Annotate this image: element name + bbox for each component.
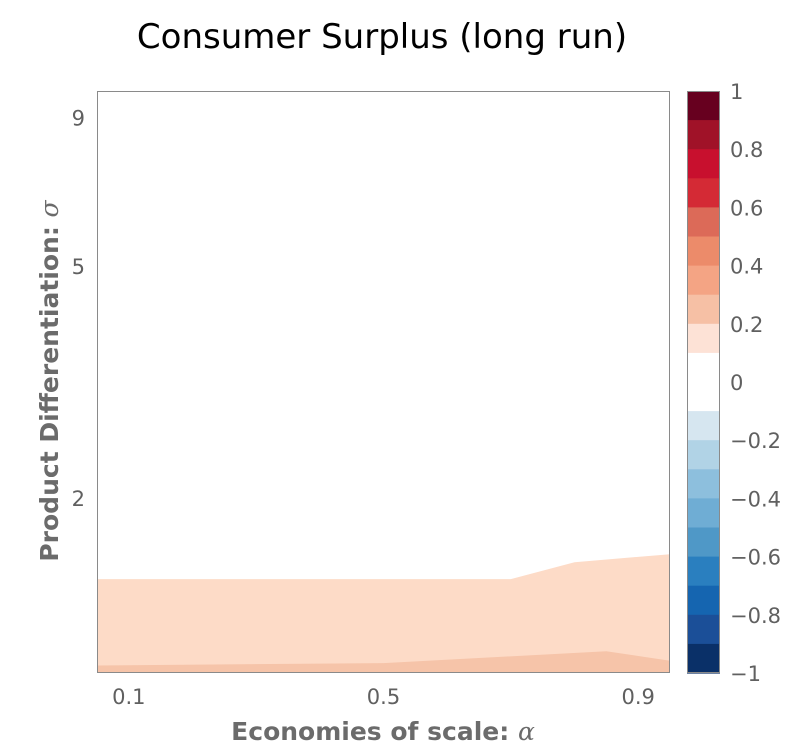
colorbar-swatch bbox=[687, 585, 720, 616]
colorbar-tick-label: −1 bbox=[730, 662, 761, 686]
colorbar-swatch bbox=[687, 120, 720, 150]
x-axis-label: Economies of scale: α bbox=[231, 717, 535, 746]
colorbar-swatch bbox=[687, 527, 720, 558]
colorbar-swatch bbox=[687, 149, 720, 179]
colorbar-swatch bbox=[687, 323, 720, 354]
colorbar-swatch bbox=[687, 643, 720, 674]
colorbar-frame bbox=[687, 91, 720, 673]
colorbar-tick-label: −0.2 bbox=[730, 429, 781, 453]
contour-region-1 bbox=[97, 651, 670, 673]
colorbar-tick-label: 0 bbox=[730, 371, 743, 395]
colorbar-swatch bbox=[687, 236, 720, 267]
colorbar-swatch bbox=[687, 352, 720, 383]
plot-frame bbox=[97, 91, 670, 673]
chart-title: Consumer Surplus (long run) bbox=[137, 17, 627, 57]
colorbar-swatch bbox=[687, 382, 720, 412]
colorbar-tick-label: 0.6 bbox=[730, 196, 763, 220]
x-tick-label: 0.1 bbox=[112, 685, 145, 709]
colorbar-swatch bbox=[687, 556, 720, 587]
x-tick-label: 0.9 bbox=[621, 685, 654, 709]
colorbar-swatch bbox=[687, 440, 720, 470]
plot-area: 0.1 0.5 0.9 2 5 9 bbox=[72, 91, 670, 709]
colorbar-swatch bbox=[687, 178, 720, 208]
colorbar: 1 0.8 0.6 0.4 0.2 0 −0.2 −0.4 −0.6 −0.8 −1 bbox=[687, 80, 781, 686]
contour-region-0 bbox=[97, 554, 670, 673]
colorbar-tick-label: 0.4 bbox=[730, 255, 763, 279]
colorbar-tick-label: −0.6 bbox=[730, 546, 781, 570]
y-tick-label: 2 bbox=[72, 487, 85, 511]
colorbar-swatch bbox=[687, 207, 720, 238]
y-tick-label: 5 bbox=[72, 255, 85, 279]
colorbar-tick-label: 0.2 bbox=[730, 313, 763, 337]
y-tick-label: 9 bbox=[72, 107, 85, 131]
colorbar-swatch bbox=[687, 469, 720, 499]
colorbar-swatch bbox=[687, 498, 720, 529]
colorbar-swatch bbox=[687, 91, 720, 121]
colorbar-tick-label: 0.8 bbox=[730, 138, 763, 162]
colorbar-tick-label: −0.8 bbox=[730, 604, 781, 628]
y-axis-label: Product Differentiation: σ bbox=[35, 199, 64, 561]
colorbar-swatch bbox=[687, 294, 720, 325]
colorbar-swatch bbox=[687, 265, 720, 296]
colorbar-tick-label: 1 bbox=[730, 80, 743, 104]
colorbar-swatch bbox=[687, 411, 720, 441]
colorbar-swatch bbox=[687, 614, 720, 645]
colorbar-tick-label: −0.4 bbox=[730, 487, 781, 511]
x-tick-label: 0.5 bbox=[367, 685, 400, 709]
